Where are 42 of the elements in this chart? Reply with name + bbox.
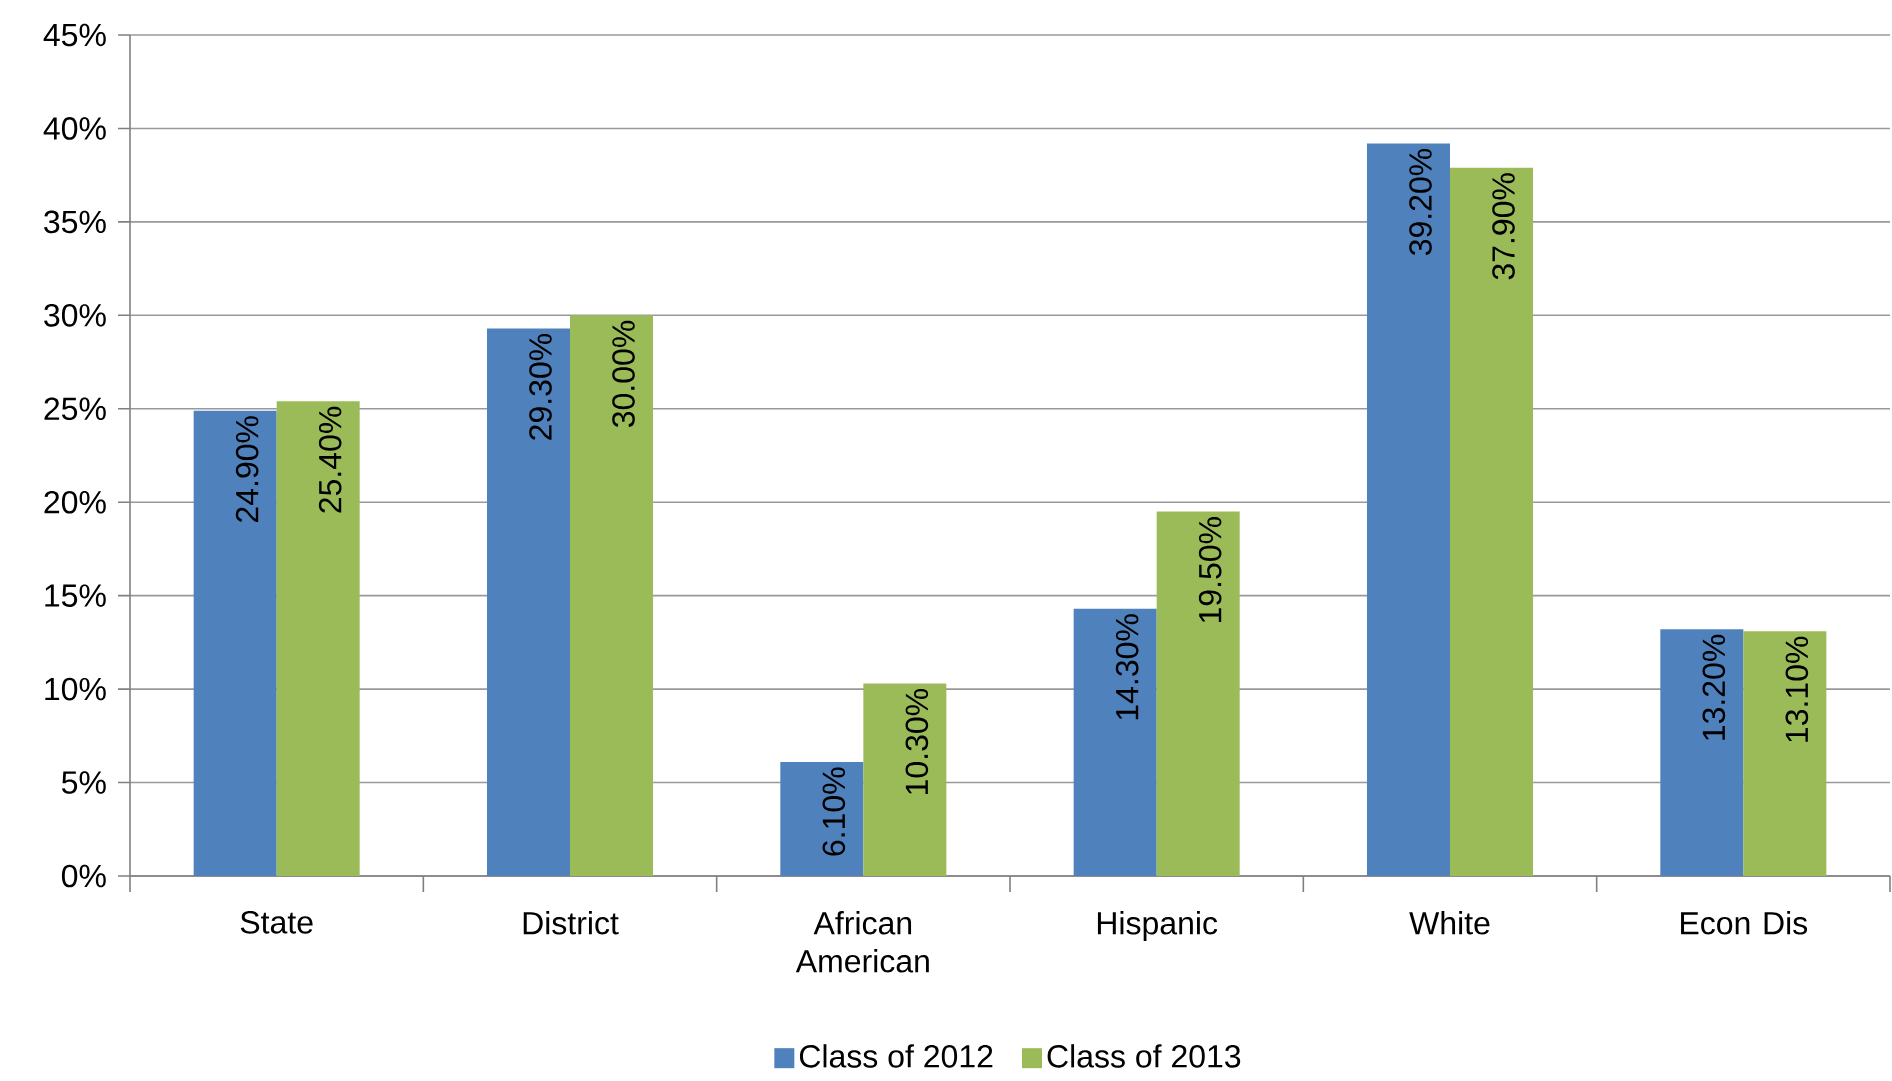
data-label: 39.20%: [1409, 148, 1432, 256]
y-tick-label: 45%: [43, 23, 106, 47]
x-tick-label: Hispanic: [1097, 911, 1218, 941]
data-label: 13.20%: [1702, 634, 1726, 740]
y-tick-label: 30%: [44, 304, 106, 327]
bar: [570, 315, 654, 876]
data-label: 30.00%: [612, 320, 635, 428]
data-label: 14.30%: [1115, 614, 1139, 720]
bar: [1073, 608, 1157, 876]
x-tick-label: African American: [795, 911, 929, 973]
data-label: 37.90%: [1492, 173, 1515, 280]
x-tick-label: Econ Dis: [1681, 911, 1808, 935]
x-tick-label: District: [523, 911, 619, 935]
legend-label: Class of 2013: [1047, 1044, 1241, 1068]
bar: [276, 401, 360, 876]
data-label: 13.10%: [1785, 636, 1809, 742]
bar: [1450, 167, 1534, 876]
bar: [780, 761, 864, 876]
data-label: 6.10%: [822, 767, 846, 856]
y-tick-label: 10%: [45, 677, 106, 701]
data-label: 24.90%: [235, 416, 259, 522]
bar: [1156, 511, 1240, 876]
x-tick-label: White: [1409, 911, 1490, 935]
data-label: 25.40%: [318, 406, 342, 513]
y-tick-label: 20%: [44, 490, 106, 514]
bar: [486, 328, 571, 876]
y-tick-label: 0%: [61, 864, 106, 888]
y-tick-label: 40%: [43, 117, 106, 140]
bar: [193, 410, 277, 876]
legend-label: Class of 2012: [799, 1044, 993, 1068]
y-tick-label: 35%: [44, 210, 106, 234]
data-label: 10.30%: [905, 689, 929, 794]
bar: [1743, 631, 1827, 876]
bar: [863, 683, 947, 876]
bar: [1366, 143, 1450, 876]
data-label: 19.50%: [1198, 517, 1222, 623]
data-label: 29.30%: [529, 333, 552, 440]
x-tick-label: State: [240, 911, 313, 934]
bar: [1660, 629, 1744, 876]
y-tick-label: 25%: [44, 397, 106, 421]
y-tick-label: 5%: [61, 771, 106, 794]
y-tick-label: 15%: [45, 584, 106, 607]
